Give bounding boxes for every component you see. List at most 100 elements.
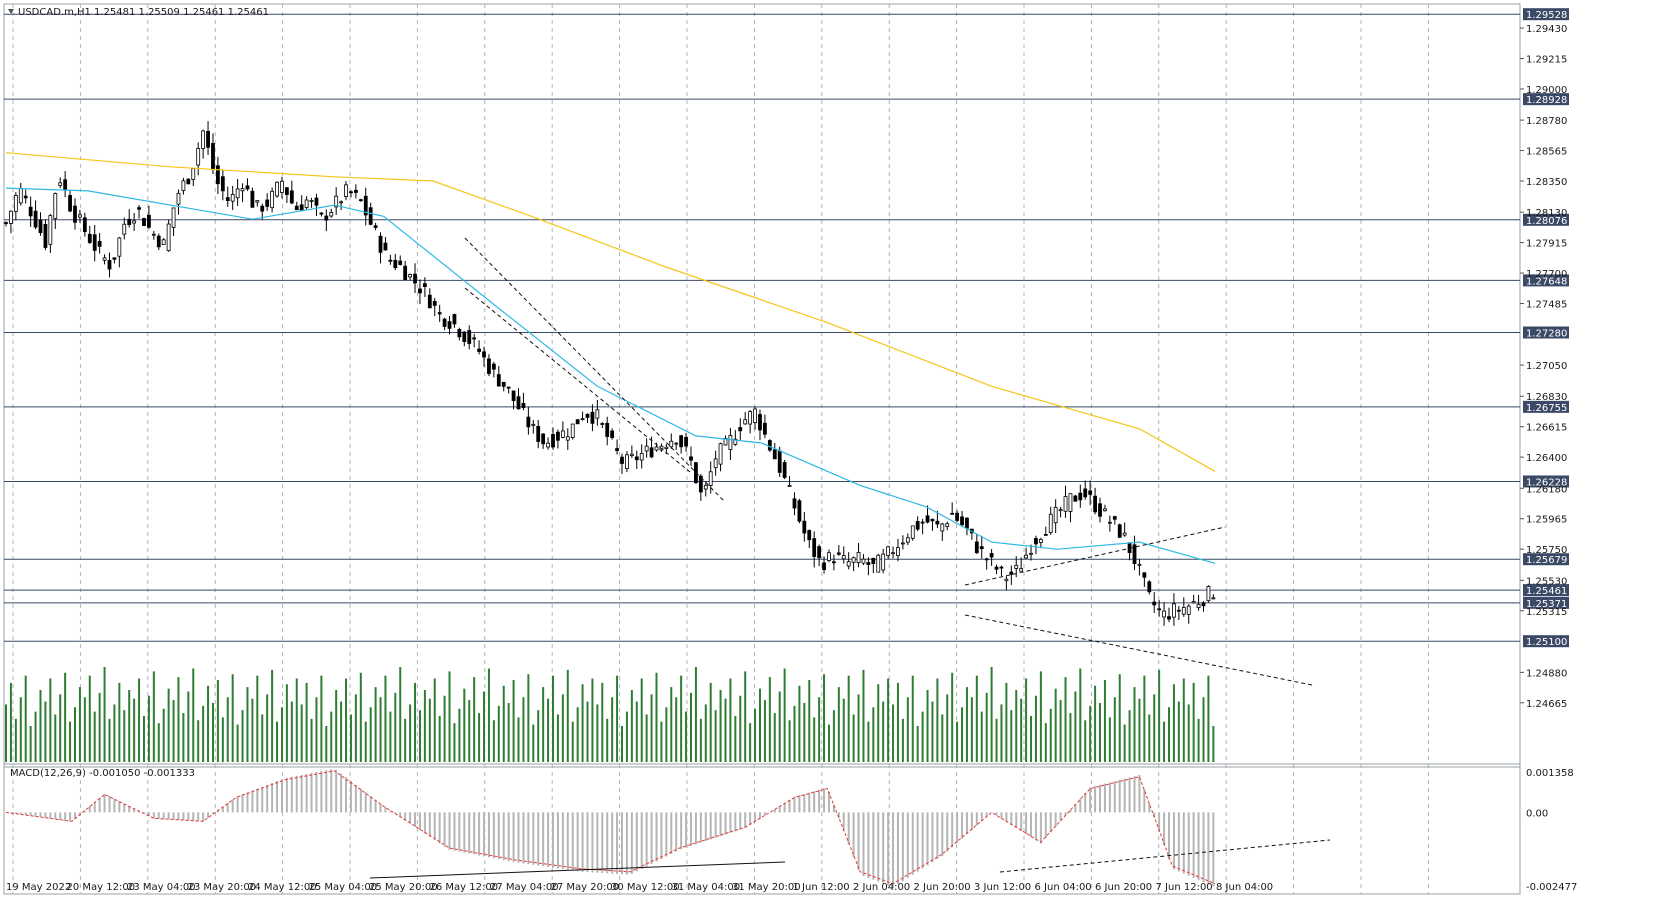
level-label: 1.28928 bbox=[1526, 95, 1567, 106]
candle-body bbox=[900, 542, 905, 545]
candle-body bbox=[92, 234, 97, 251]
candle-body bbox=[398, 260, 403, 265]
candle-body bbox=[368, 207, 373, 225]
candle-body bbox=[620, 456, 624, 464]
candle-body bbox=[171, 207, 176, 228]
candle-body bbox=[753, 408, 757, 423]
candle-body bbox=[743, 419, 748, 425]
candle-body bbox=[1038, 539, 1043, 543]
candle-body bbox=[383, 242, 388, 251]
candle-body bbox=[654, 446, 659, 451]
level-label: 1.27648 bbox=[1526, 276, 1567, 287]
candle-body bbox=[1172, 603, 1176, 618]
level-label: 1.26755 bbox=[1526, 403, 1567, 414]
price-tick-label: 1.24880 bbox=[1526, 668, 1567, 679]
candle-body bbox=[28, 206, 33, 217]
candle-body bbox=[551, 434, 555, 448]
candle-body bbox=[763, 422, 767, 435]
level-tag bbox=[1523, 475, 1569, 488]
candle-body bbox=[1083, 488, 1088, 498]
candle-body bbox=[669, 440, 674, 448]
level-label: 1.25679 bbox=[1526, 555, 1567, 566]
candle-body bbox=[580, 418, 585, 420]
macd-panel bbox=[3, 763, 1521, 895]
candle-body bbox=[856, 551, 861, 563]
candle-body bbox=[846, 561, 851, 567]
candle-body bbox=[1132, 544, 1137, 565]
candle-body bbox=[102, 257, 107, 261]
candle-body bbox=[1058, 509, 1063, 512]
collapse-triangle-icon[interactable] bbox=[8, 9, 14, 14]
candle-body bbox=[1162, 610, 1166, 618]
candle-body bbox=[713, 458, 718, 469]
candle-body bbox=[265, 199, 270, 207]
candle-body bbox=[299, 204, 304, 212]
candle-body bbox=[1186, 605, 1191, 615]
candle-body bbox=[881, 553, 886, 571]
volume-bars bbox=[5, 667, 1215, 762]
candle-body bbox=[560, 430, 565, 438]
candle-body bbox=[186, 178, 191, 185]
candle-body bbox=[250, 190, 255, 208]
candle-body bbox=[1112, 516, 1117, 520]
candle-body bbox=[1024, 554, 1028, 559]
candle-body bbox=[23, 195, 28, 199]
candle-body bbox=[413, 273, 417, 284]
candle-body bbox=[822, 562, 826, 571]
ema-fast-line bbox=[5, 187, 1216, 564]
horizontal-levels: 1.29528 1.28928 1.28076 1.27648 1.27280 1.267… bbox=[4, 8, 1569, 648]
level-tag bbox=[1523, 213, 1569, 226]
macd-histogram bbox=[9, 769, 1215, 888]
candle-body bbox=[53, 193, 58, 219]
price-tick-label: 1.25530 bbox=[1526, 576, 1567, 587]
candle-body bbox=[905, 537, 910, 543]
price-panel bbox=[3, 3, 1521, 768]
price-tick-label: 1.28565 bbox=[1526, 147, 1567, 158]
time-tick-label: 27 May 20:00 bbox=[551, 882, 620, 893]
candle-body bbox=[216, 165, 220, 185]
macd-axis: 0.001358 0.00 -0.002477 bbox=[1526, 768, 1577, 893]
candle-body bbox=[1206, 586, 1211, 602]
candle-body bbox=[565, 436, 570, 441]
candle-body bbox=[1117, 524, 1122, 538]
candle-body bbox=[422, 283, 427, 287]
candle-body bbox=[1103, 508, 1107, 512]
candle-body bbox=[1063, 496, 1068, 512]
price-tick-label: 1.27915 bbox=[1526, 239, 1567, 250]
candle-body bbox=[58, 182, 63, 186]
time-tick-label: 2 Jun 20:00 bbox=[914, 882, 971, 893]
candle-body bbox=[344, 184, 348, 197]
candle-body bbox=[487, 358, 491, 374]
candle-body bbox=[427, 294, 432, 309]
candle-body bbox=[891, 552, 895, 555]
candle-body bbox=[940, 523, 945, 532]
candle-body bbox=[758, 414, 762, 431]
price-tick-label: 1.27700 bbox=[1526, 269, 1567, 280]
candle-body bbox=[915, 520, 920, 530]
candle-body bbox=[585, 413, 590, 418]
candle-body bbox=[1137, 563, 1142, 566]
candle-body bbox=[767, 440, 772, 451]
candle-body bbox=[866, 562, 871, 565]
candle-body bbox=[649, 447, 654, 458]
level-label: 1.25461 bbox=[1526, 586, 1567, 597]
time-tick-label: 8 Jun 04:00 bbox=[1216, 882, 1273, 893]
candle-body bbox=[792, 498, 797, 509]
candle-body bbox=[1181, 606, 1186, 615]
candle-body bbox=[457, 329, 462, 338]
candle-body bbox=[477, 348, 481, 352]
level-label: 1.25371 bbox=[1526, 599, 1567, 610]
candle-body bbox=[9, 210, 13, 224]
candle-body bbox=[511, 390, 516, 401]
candle-body bbox=[33, 210, 38, 228]
candle-body bbox=[87, 233, 92, 243]
candle-body bbox=[979, 546, 984, 550]
candle-body bbox=[97, 240, 102, 247]
candle-body bbox=[674, 442, 679, 445]
candle-body bbox=[886, 546, 891, 556]
candle-body bbox=[1068, 493, 1073, 512]
candle-body bbox=[728, 435, 733, 451]
candle-body bbox=[634, 456, 639, 461]
candle-body bbox=[590, 411, 595, 424]
